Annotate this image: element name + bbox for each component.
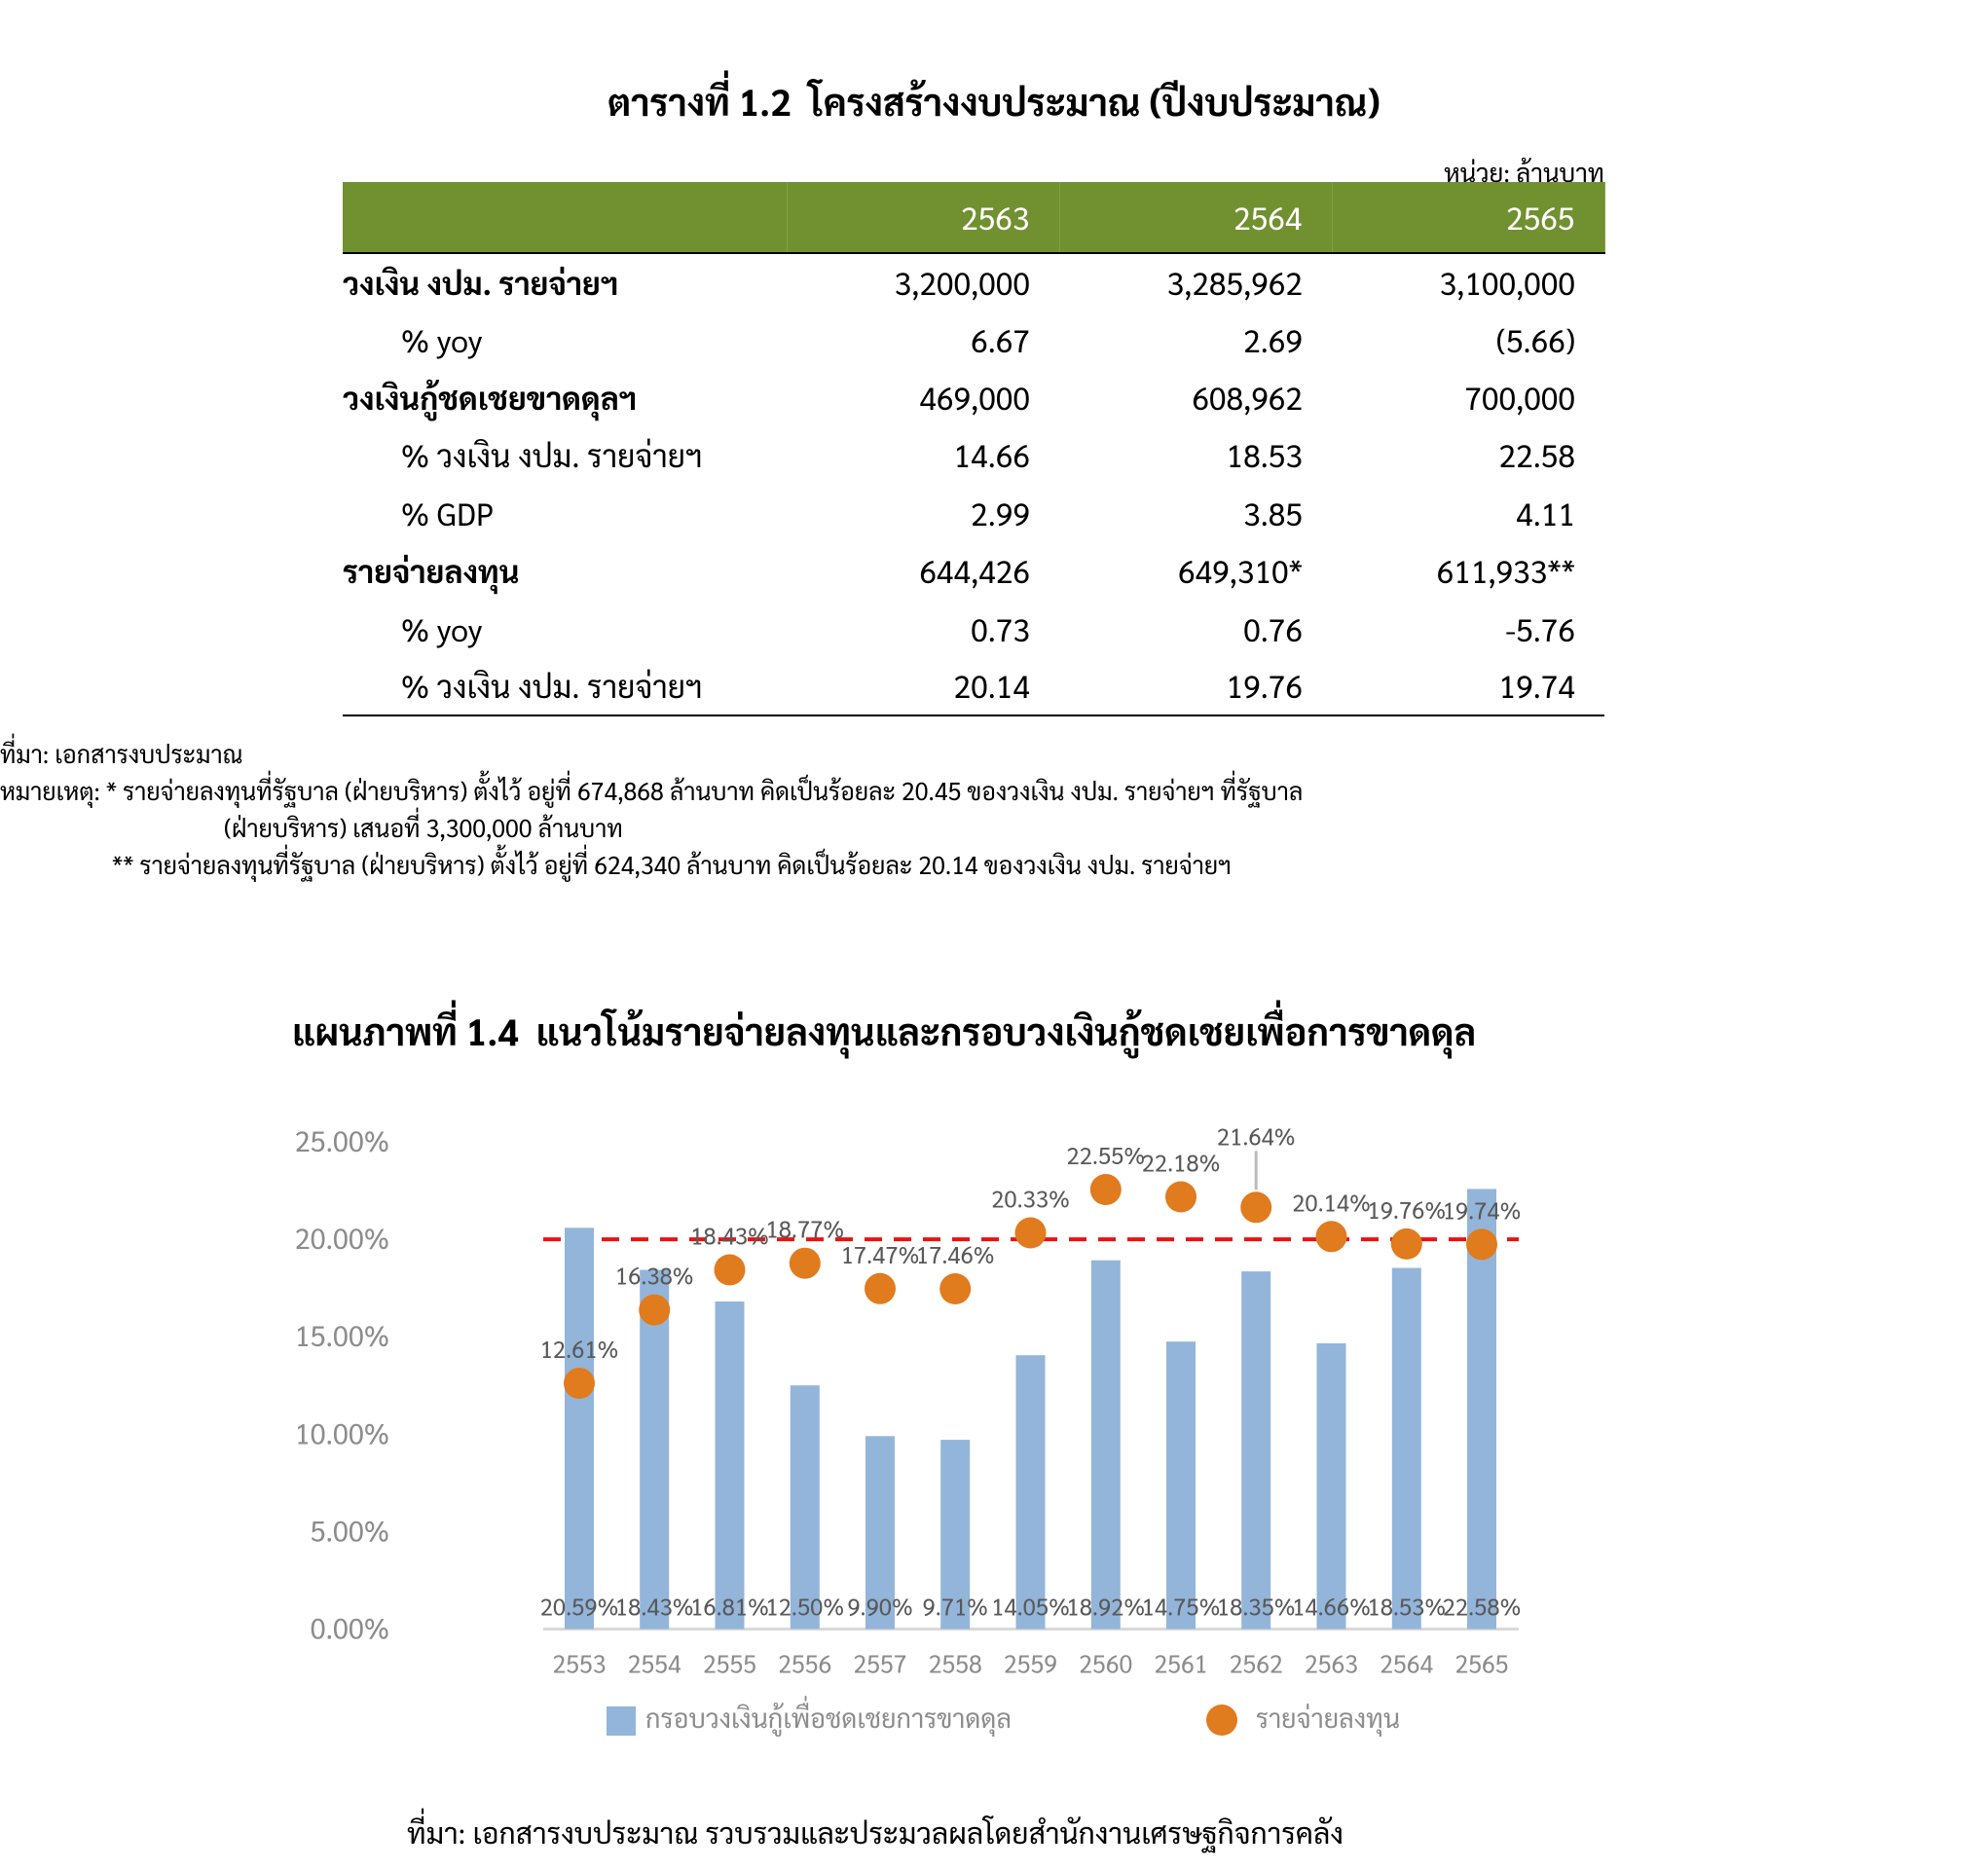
svg-text:2557: 2557 (853, 1647, 906, 1679)
svg-text:22.18%: 22.18% (1142, 1147, 1221, 1178)
svg-text:17.46%: 17.46% (916, 1238, 995, 1269)
svg-text:20.33%: 20.33% (991, 1183, 1070, 1214)
svg-text:2559: 2559 (1004, 1647, 1057, 1679)
svg-text:16.38%: 16.38% (615, 1260, 694, 1291)
svg-text:5.00%: 5.00% (311, 1511, 389, 1548)
svg-text:20.59%: 20.59% (540, 1591, 619, 1622)
svg-text:14.05%: 14.05% (991, 1591, 1070, 1622)
svg-text:2560: 2560 (1079, 1647, 1132, 1679)
svg-text:0.00%: 0.00% (311, 1609, 389, 1646)
svg-text:14.66%: 14.66% (1292, 1591, 1371, 1622)
svg-text:9.90%: 9.90% (847, 1591, 912, 1622)
svg-text:22.55%: 22.55% (1067, 1139, 1146, 1170)
svg-text:20.00%: 20.00% (295, 1219, 389, 1256)
svg-text:14.75%: 14.75% (1142, 1591, 1221, 1622)
svg-text:2556: 2556 (778, 1647, 831, 1679)
svg-text:18.53%: 18.53% (1368, 1591, 1447, 1622)
svg-text:9.71%: 9.71% (923, 1591, 988, 1622)
svg-text:18.77%: 18.77% (766, 1213, 845, 1244)
svg-text:18.92%: 18.92% (1067, 1591, 1146, 1622)
svg-text:2564: 2564 (1380, 1647, 1433, 1679)
svg-text:12.50%: 12.50% (766, 1591, 845, 1622)
svg-text:2565: 2565 (1454, 1647, 1508, 1679)
svg-text:รายจ่ายลงทุน: รายจ่ายลงทุน (1256, 1701, 1400, 1738)
svg-text:2553: 2553 (552, 1647, 606, 1679)
svg-text:10.00%: 10.00% (295, 1413, 389, 1450)
svg-text:15.00%: 15.00% (295, 1316, 389, 1353)
svg-text:2555: 2555 (703, 1647, 756, 1679)
svg-text:25.00%: 25.00% (295, 1121, 389, 1158)
svg-text:16.81%: 16.81% (690, 1591, 769, 1622)
svg-text:19.76%: 19.76% (1368, 1193, 1447, 1225)
svg-text:21.64%: 21.64% (1217, 1119, 1296, 1151)
svg-text:กรอบวงเงินกู้เพื่อชดเชยการขาดด: กรอบวงเงินกู้เพื่อชดเชยการขาดดุล (645, 1695, 1012, 1738)
svg-text:2563: 2563 (1305, 1647, 1358, 1679)
svg-text:2562: 2562 (1230, 1647, 1283, 1679)
svg-text:17.47%: 17.47% (841, 1238, 920, 1269)
svg-text:12.61%: 12.61% (540, 1333, 619, 1364)
svg-text:22.58%: 22.58% (1443, 1591, 1522, 1622)
svg-text:18.43%: 18.43% (690, 1220, 769, 1251)
svg-text:2554: 2554 (628, 1647, 681, 1679)
svg-text:2561: 2561 (1154, 1647, 1207, 1679)
svg-text:18.43%: 18.43% (615, 1591, 694, 1622)
svg-text:19.74%: 19.74% (1443, 1193, 1522, 1225)
svg-text:20.14%: 20.14% (1292, 1186, 1371, 1217)
svg-text:2558: 2558 (929, 1647, 982, 1679)
svg-text:18.35%: 18.35% (1217, 1591, 1296, 1622)
